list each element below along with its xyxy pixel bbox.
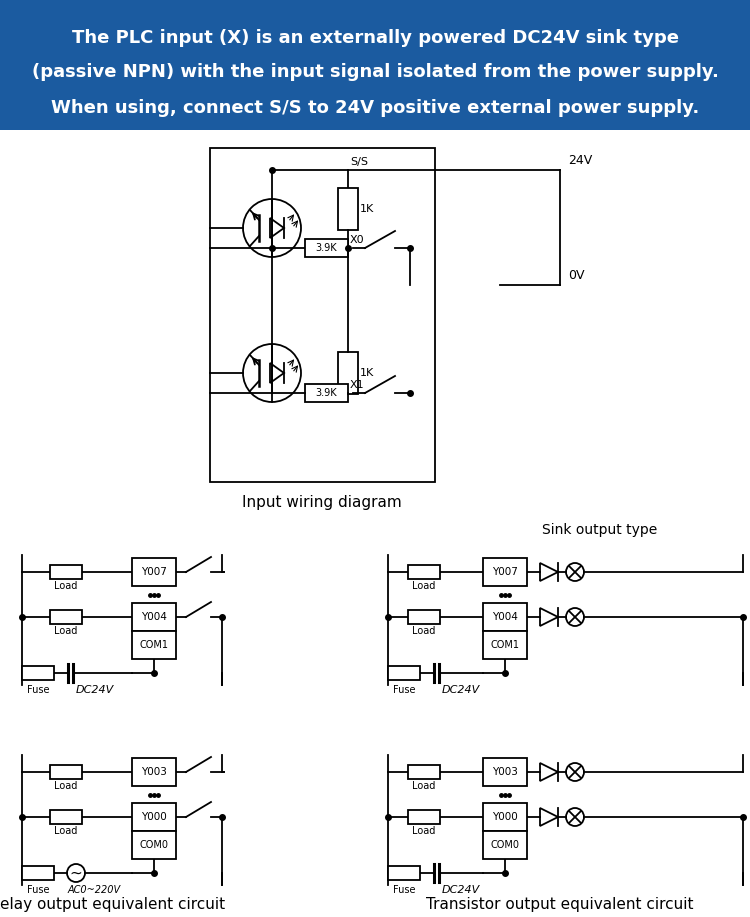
Text: Y004: Y004: [492, 612, 518, 622]
Bar: [132, 631, 176, 659]
Bar: [408, 765, 440, 779]
Text: Fuse: Fuse: [393, 685, 416, 695]
Text: Load: Load: [413, 626, 436, 636]
Text: 1K: 1K: [360, 204, 374, 214]
Text: Fuse: Fuse: [393, 885, 416, 895]
Text: Y007: Y007: [492, 567, 518, 577]
Text: DC24V: DC24V: [442, 885, 480, 895]
Text: S/S: S/S: [350, 157, 368, 167]
Bar: [338, 352, 358, 394]
Text: 24V: 24V: [568, 154, 592, 167]
Text: Y003: Y003: [492, 767, 518, 777]
Bar: [132, 758, 176, 786]
Bar: [305, 384, 348, 402]
Text: 0V: 0V: [568, 269, 584, 282]
Text: Load: Load: [413, 826, 436, 836]
Text: AC0~220V: AC0~220V: [68, 885, 122, 895]
Bar: [408, 810, 440, 824]
Bar: [483, 631, 527, 659]
Text: Y003: Y003: [141, 767, 167, 777]
Text: DC24V: DC24V: [442, 685, 480, 695]
Bar: [483, 758, 527, 786]
Text: When using, connect S/S to 24V positive external power supply.: When using, connect S/S to 24V positive …: [51, 99, 699, 117]
Text: COM0: COM0: [140, 840, 169, 850]
Text: Y000: Y000: [492, 812, 517, 822]
Bar: [408, 610, 440, 624]
Bar: [408, 565, 440, 579]
Text: COM1: COM1: [490, 640, 520, 650]
Bar: [483, 558, 527, 586]
Bar: [338, 188, 358, 230]
Text: Transistor output equivalent circuit: Transistor output equivalent circuit: [426, 898, 694, 912]
Text: X1: X1: [350, 380, 364, 390]
Bar: [22, 866, 54, 880]
Text: 1K: 1K: [360, 368, 374, 378]
Text: Load: Load: [54, 781, 78, 791]
Bar: [132, 603, 176, 631]
Bar: [132, 803, 176, 831]
Text: COM1: COM1: [140, 640, 169, 650]
Bar: [50, 765, 82, 779]
Text: Load: Load: [54, 826, 78, 836]
Text: Sink output type: Sink output type: [542, 523, 658, 537]
Bar: [0, 0, 750, 130]
Text: COM0: COM0: [490, 840, 520, 850]
Bar: [483, 831, 527, 859]
Bar: [50, 810, 82, 824]
Text: (passive NPN) with the input signal isolated from the power supply.: (passive NPN) with the input signal isol…: [32, 63, 718, 81]
Text: Fuse: Fuse: [27, 685, 50, 695]
Bar: [483, 603, 527, 631]
Text: Y007: Y007: [141, 567, 167, 577]
Bar: [388, 866, 420, 880]
Bar: [50, 565, 82, 579]
Bar: [305, 239, 348, 257]
Text: 3.9K: 3.9K: [316, 388, 338, 398]
Bar: [22, 666, 54, 680]
Bar: [132, 558, 176, 586]
Bar: [132, 831, 176, 859]
Text: Load: Load: [413, 581, 436, 591]
Text: Relay output equivalent circuit: Relay output equivalent circuit: [0, 898, 226, 912]
Text: Load: Load: [54, 626, 78, 636]
Text: Load: Load: [413, 781, 436, 791]
Text: Fuse: Fuse: [27, 885, 50, 895]
Text: X0: X0: [350, 235, 364, 245]
Bar: [483, 803, 527, 831]
Text: The PLC input (X) is an externally powered DC24V sink type: The PLC input (X) is an externally power…: [71, 29, 679, 47]
Text: ~: ~: [70, 866, 82, 880]
Text: Load: Load: [54, 581, 78, 591]
Text: Input wiring diagram: Input wiring diagram: [242, 494, 402, 510]
Bar: [210, 148, 435, 482]
Text: DC24V: DC24V: [76, 685, 114, 695]
Bar: [50, 610, 82, 624]
Text: Y000: Y000: [141, 812, 166, 822]
Bar: [388, 666, 420, 680]
Text: Y004: Y004: [141, 612, 167, 622]
Text: 3.9K: 3.9K: [316, 243, 338, 253]
